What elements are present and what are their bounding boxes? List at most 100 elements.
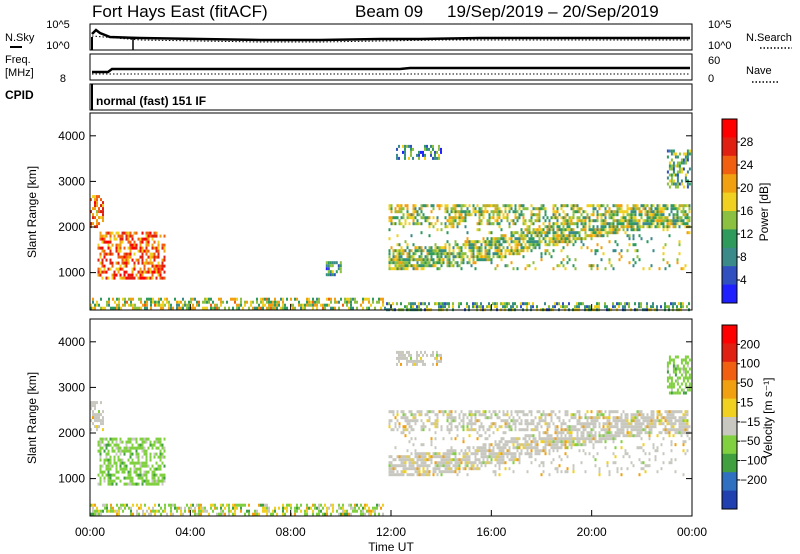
heatmap-cell-r2 [258, 512, 260, 516]
heatmap-cell-r1 [143, 446, 146, 450]
heatmap-cell-r3 [434, 446, 437, 450]
heatmap-cell-r5 [472, 207, 475, 211]
heatmap-cell-r5 [402, 258, 405, 262]
heatmap-cell-r5 [596, 219, 599, 223]
heatmap-cell-r5 [636, 255, 639, 259]
heatmap-cell-r1 [103, 449, 106, 453]
heatmap-cell-r3 [632, 413, 635, 417]
heatmap-cell-r1 [135, 461, 138, 465]
heatmap-cell-r3 [514, 410, 517, 414]
heatmap-cell-r5 [666, 261, 669, 265]
heatmap-cell-r1 [151, 482, 154, 486]
heatmap-cell-r3 [574, 413, 577, 417]
heatmap-cell-r5 [430, 246, 433, 250]
heatmap-cell-r3 [658, 431, 661, 435]
heatmap-cell-r5 [500, 219, 503, 223]
heatmap-cell-r5 [490, 261, 493, 265]
heatmap-cell-r2 [94, 306, 96, 310]
heatmap-cell-r5 [674, 207, 677, 211]
heatmap-cell-r3 [514, 446, 517, 450]
heatmap-cell-r3 [636, 428, 639, 432]
heatmap-cell-r0 [94, 201, 96, 205]
heatmap-cell-r3 [327, 267, 330, 271]
heatmap-cell-r3 [402, 413, 405, 417]
heatmap-cell-r1 [149, 267, 152, 271]
heatmap-cell-r5 [638, 207, 641, 211]
heatmap-cell-r2 [264, 503, 266, 507]
heatmap-cell-r2 [168, 300, 170, 304]
heatmap-cell-r3 [500, 452, 503, 456]
heatmap-cell-r3 [598, 467, 601, 471]
heatmap-cell-r3 [406, 416, 409, 420]
heatmap-cell-r3 [454, 467, 457, 471]
heatmap-cell-r2 [262, 300, 264, 304]
heatmap-cell-r3 [486, 455, 489, 459]
heatmap-cell-r3 [518, 443, 521, 447]
heatmap-cell-r2 [350, 512, 352, 516]
heatmap-cell-r3 [628, 434, 631, 438]
heatmap-cell-r3 [538, 422, 541, 426]
heatmap-cell-r5 [404, 249, 407, 253]
heatmap-cell-r3 [552, 437, 555, 441]
heatmap-cell-r5 [600, 246, 603, 250]
heatmap-cell-r4 [558, 302, 560, 306]
heatmap-cell-r5 [398, 207, 401, 211]
heatmap-cell-r2 [104, 506, 106, 510]
heatmap-cell-r5 [400, 249, 403, 253]
heatmap-cell-r3 [642, 467, 645, 471]
heatmap-cell-r2 [184, 303, 186, 307]
heatmap-cell-r2 [116, 512, 118, 516]
heatmap-cell-r5 [672, 213, 675, 217]
heatmap-cell-r5 [490, 237, 493, 241]
heatmap-cell-r3 [510, 458, 513, 462]
heatmap-cell-r5 [572, 234, 575, 238]
heatmap-cell-r1 [129, 437, 132, 441]
heatmap-cell-r2 [148, 506, 150, 510]
heatmap-cell-r5 [672, 219, 675, 223]
heatmap-cell-r4 [512, 305, 514, 309]
heatmap-cell-r5 [408, 255, 411, 259]
heatmap-cell-r3 [524, 419, 527, 423]
heatmap-cell-r3 [546, 425, 549, 429]
heatmap-cell-r3 [448, 452, 451, 456]
heatmap-cell-r3 [518, 455, 521, 459]
heatmap-cell-r5 [454, 219, 457, 223]
heatmap-cell-r5 [608, 228, 611, 232]
heatmap-cell-r3 [542, 437, 545, 441]
heatmap-cell-r3 [660, 413, 663, 417]
heatmap-cell-r5 [406, 213, 409, 217]
heatmap-cell-r5 [568, 219, 571, 223]
heatmap-cell-r5 [668, 222, 671, 226]
heatmap-cell-r3 [600, 428, 603, 432]
heatmap-cell-r5 [554, 204, 557, 208]
heatmap-cell-r2 [296, 509, 298, 513]
heatmap-cell-r5 [534, 231, 537, 235]
heatmap-cell-r3 [618, 434, 621, 438]
heatmap-cell-r3 [540, 425, 543, 429]
heatmap-cell-r3 [608, 470, 611, 474]
heatmap-cell-r5 [538, 234, 541, 238]
heatmap-cell-r3 [466, 422, 469, 426]
heatmap-cell-r5 [466, 255, 469, 259]
heatmap-cell-r1 [135, 258, 138, 262]
heatmap-cell-r1 [119, 449, 122, 453]
heatmap-cell-r1 [107, 464, 110, 468]
heatmap-cell-r3 [404, 434, 407, 438]
heatmap-cell-r5 [394, 258, 397, 262]
heatmap-cell-r5 [600, 234, 603, 238]
heatmap-cell-r3 [390, 410, 393, 414]
heatmap-cell-r1 [107, 440, 110, 444]
heatmap-cell-r3 [480, 461, 483, 465]
heatmap-cell-r1 [103, 249, 106, 253]
heatmap-cell-r3 [620, 473, 623, 477]
heatmap-cell-r3 [510, 440, 513, 444]
heatmap-cell-r2 [352, 306, 354, 310]
heatmap-cell-r5 [404, 353, 406, 357]
heatmap-cell-r5 [558, 234, 561, 238]
heatmap-cell-r5 [422, 264, 425, 268]
heatmap-cell-r0 [102, 422, 104, 426]
heatmap-cell-r3 [488, 461, 491, 465]
heatmap-cell-r3 [540, 440, 543, 444]
heatmap-cell-r1 [111, 449, 114, 453]
heatmap-cell-r7 [668, 164, 671, 168]
